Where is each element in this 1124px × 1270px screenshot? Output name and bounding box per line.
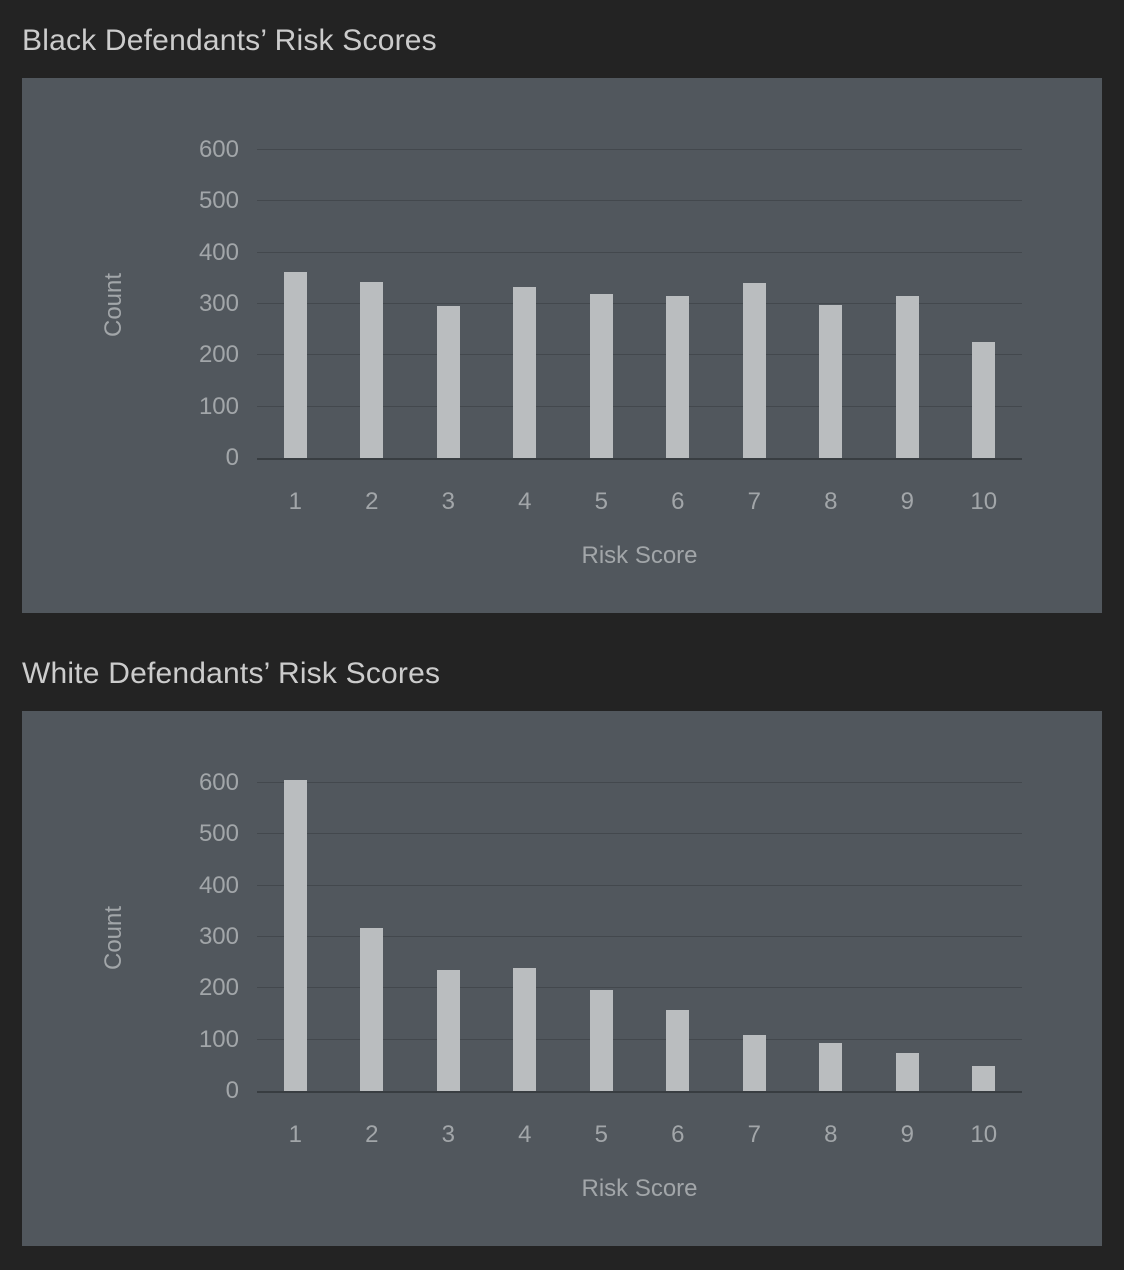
- bar: [436, 306, 460, 458]
- bar: [666, 1010, 690, 1091]
- gridline: [257, 251, 1022, 253]
- x-tick-label: 3: [441, 488, 455, 515]
- x-tick-label: 8: [824, 1121, 838, 1148]
- x-tick-label: 4: [518, 488, 532, 515]
- bar: [895, 295, 919, 458]
- gridline: [257, 200, 1022, 202]
- bar: [972, 342, 996, 458]
- report-page: Black Defendants’ Risk Scores Count 0 100 2…: [22, 24, 1102, 1246]
- y-tick-label: 400: [198, 238, 239, 266]
- y-tick-label: 500: [198, 820, 239, 848]
- gridline: [257, 303, 1022, 304]
- bar: [819, 1043, 843, 1091]
- chart-title-black: Black Defendants’ Risk Scores: [22, 24, 437, 57]
- x-axis-label: Risk Score: [581, 542, 698, 569]
- gridline: [257, 833, 1022, 835]
- y-axis-label: Count: [100, 905, 127, 971]
- y-tick-label: 0: [225, 1077, 239, 1104]
- black-defendants-chart-section: Black Defendants’ Risk Scores Count 0 100 2…: [22, 24, 1102, 613]
- bar: [819, 305, 843, 458]
- gridline: [257, 987, 1022, 989]
- gridline: [257, 354, 1022, 356]
- bar: [360, 281, 384, 458]
- chart-panel-white: Count 0 100 200 300 400 500 600 1 2 3 4 5 6 7 8 9 10 Risk …: [22, 711, 1102, 1246]
- gridline: [257, 936, 1022, 937]
- bar: [972, 1066, 996, 1091]
- x-tick-label: 8: [824, 488, 838, 515]
- y-tick-label: 600: [198, 769, 239, 796]
- bar: [589, 989, 613, 1091]
- gridline: [257, 884, 1022, 886]
- y-tick-label: 600: [198, 136, 239, 163]
- x-tick-label: 4: [518, 1121, 532, 1148]
- y-tick-label: 400: [198, 871, 239, 899]
- x-tick-label: 3: [441, 1121, 455, 1148]
- x-tick-label: 2: [365, 488, 379, 515]
- x-tick-label: 9: [900, 488, 914, 515]
- bar: [283, 780, 307, 1091]
- x-tick-label: 6: [671, 1121, 685, 1148]
- y-tick-label: 0: [225, 444, 239, 471]
- gridline: [257, 782, 1022, 783]
- y-tick-label: 300: [198, 290, 239, 317]
- x-tick-label: 7: [747, 488, 761, 515]
- chart-title-white: White Defendants’ Risk Scores: [22, 657, 441, 690]
- x-tick-label: 5: [594, 1121, 608, 1148]
- y-tick-label: 500: [198, 187, 239, 215]
- bar: [895, 1052, 919, 1091]
- bar: [589, 293, 613, 458]
- y-tick-label: 100: [198, 1025, 239, 1053]
- x-tick-label: 7: [747, 1121, 761, 1148]
- plot-area: 0 100 200 300 400 500 600 1 2 3 4 5 6 7 8 9 10: [199, 138, 1022, 514]
- bar: [513, 967, 537, 1091]
- bar: [666, 296, 690, 458]
- chart-panel-black: Count 0 100 200 300 400 500 600 1 2 3 4 5 6 7 8 9 10 Risk …: [22, 78, 1102, 613]
- gridline: [257, 1038, 1022, 1040]
- x-tick-label: 1: [288, 1121, 302, 1148]
- x-tick-label: 10: [970, 488, 998, 515]
- x-tick-label: 2: [365, 1121, 379, 1148]
- y-tick-label: 200: [198, 974, 239, 1002]
- x-axis-label: Risk Score: [581, 1175, 698, 1202]
- white-defendants-chart-section: White Defendants’ Risk Scores Count 0 100 2…: [22, 657, 1102, 1246]
- x-tick-label: 1: [288, 488, 302, 515]
- x-tick-label: 9: [900, 1121, 914, 1148]
- y-axis-label: Count: [100, 272, 127, 338]
- gridline: [257, 405, 1022, 407]
- bar: [436, 969, 460, 1091]
- gridline: [257, 149, 1022, 150]
- x-tick-label: 10: [970, 1121, 998, 1148]
- y-tick-label: 100: [198, 392, 239, 420]
- bar: [742, 283, 766, 458]
- x-tick-label: 6: [671, 488, 685, 515]
- bar: [360, 927, 384, 1091]
- x-tick-label: 5: [594, 488, 608, 515]
- y-tick-label: 200: [198, 341, 239, 369]
- bar: [742, 1034, 766, 1091]
- y-tick-label: 300: [198, 923, 239, 950]
- plot-area: 0 100 200 300 400 500 600 1 2 3 4 5 6 7 8 9 10: [199, 771, 1022, 1147]
- bar: [513, 287, 537, 458]
- bar: [283, 271, 307, 458]
